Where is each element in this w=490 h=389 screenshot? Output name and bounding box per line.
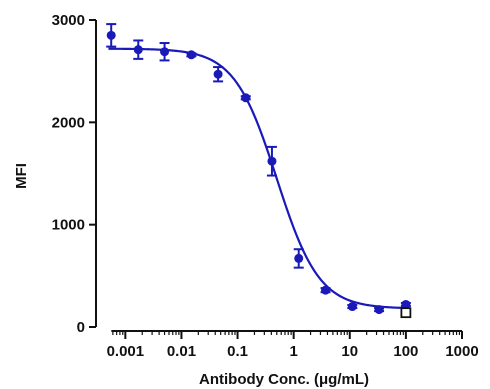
x-tick-label: 1000 [445, 343, 478, 360]
y-tick-label: 1000 [52, 217, 85, 234]
x-tick-label: 100 [393, 343, 418, 360]
data-point [321, 285, 331, 295]
fit-curve [108, 47, 406, 310]
data-point [294, 253, 304, 263]
data-point [160, 47, 170, 57]
x-tick-label: 0.1 [227, 343, 248, 360]
data-points-layer [106, 23, 412, 319]
data-point [213, 69, 223, 79]
x-tick-label: 1 [289, 343, 297, 360]
data-point [186, 50, 196, 60]
data-point [267, 156, 277, 166]
x-axis-title: Antibody Conc. (μg/mL) [199, 371, 369, 388]
data-point [133, 45, 143, 55]
y-axis-title: MFI [13, 163, 30, 189]
axes: 0 1000 2000 3000 0.001 0.01 0.1 1 10 100 1000 [52, 12, 479, 360]
data-point [374, 305, 384, 315]
data-point [401, 299, 411, 309]
x-tick-label: 0.01 [167, 343, 196, 360]
x-tick-label: 0.001 [107, 343, 145, 360]
x-tick-label: 10 [341, 343, 358, 360]
data-point [241, 93, 251, 103]
y-tick-label: 0 [77, 319, 85, 336]
y-tick-label: 3000 [52, 12, 85, 29]
fit-curve-layer [108, 47, 406, 310]
data-point-square [400, 307, 412, 319]
y-tick-label: 2000 [52, 114, 85, 131]
data-point [347, 302, 357, 312]
data-point [106, 30, 116, 40]
